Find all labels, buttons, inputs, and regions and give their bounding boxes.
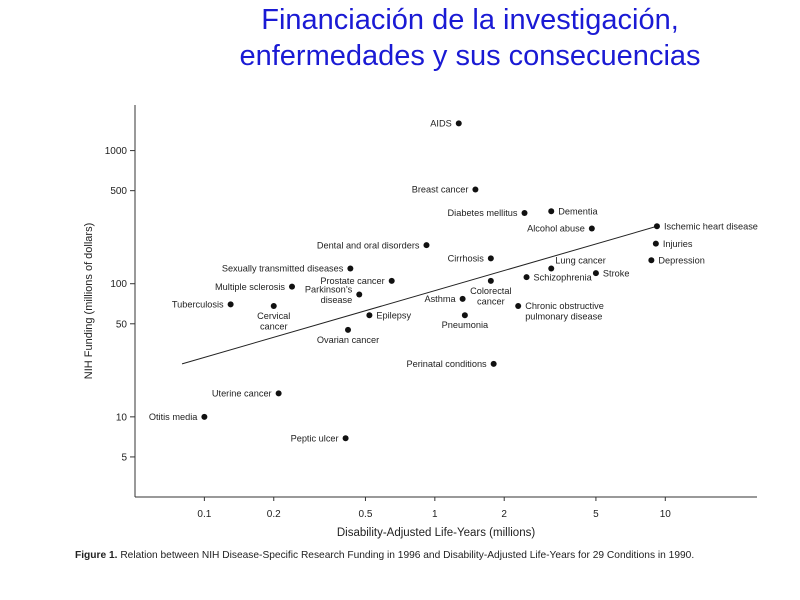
point-label: Epilepsy — [376, 310, 411, 320]
data-point — [201, 413, 208, 420]
slide-title-line-2: enfermedades y sus consecuencias — [239, 40, 701, 72]
data-point — [345, 326, 352, 333]
x-axis-label: Disability-Adjusted Life-Years (millions… — [337, 527, 536, 539]
data-point — [588, 225, 595, 232]
data-point — [515, 303, 522, 310]
point-label: Injuries — [663, 239, 693, 249]
point-label: cancer — [477, 296, 505, 306]
point-label: Parkinson’s — [305, 284, 353, 294]
data-point — [356, 291, 363, 298]
point-label: Stroke — [603, 268, 630, 278]
data-point — [472, 186, 479, 193]
point-label: Breast cancer — [412, 185, 469, 195]
point-label: Chronic obstructive — [525, 301, 604, 311]
x-tick-label: 0.5 — [359, 509, 373, 520]
data-point — [548, 265, 555, 272]
data-point — [648, 257, 655, 264]
point-label: Dementia — [558, 206, 598, 216]
data-point — [347, 265, 354, 272]
point-label: Schizophrenia — [534, 272, 593, 282]
point-label: Colorectal — [470, 286, 511, 296]
data-point — [342, 435, 349, 442]
point-label: Otitis media — [149, 412, 198, 422]
figure-caption: Figure 1. Relation between NIH Disease-S… — [75, 549, 759, 563]
y-tick-label: 50 — [116, 319, 128, 330]
point-label: Diabetes mellitus — [448, 208, 518, 218]
x-tick-label: 2 — [501, 509, 507, 520]
slide-title: Financiación de la investigación, enferm… — [150, 2, 790, 74]
data-point — [592, 270, 599, 277]
data-point — [455, 120, 462, 127]
point-label: Sexually transmitted diseases — [222, 264, 344, 274]
y-tick-label: 5 — [121, 452, 127, 463]
point-label: Alcohol abuse — [527, 224, 585, 234]
y-tick-label: 100 — [110, 279, 127, 290]
data-point — [490, 360, 497, 367]
point-label: Dental and oral disorders — [317, 240, 420, 250]
data-point — [459, 295, 466, 302]
point-label: disease — [321, 295, 353, 305]
point-label: Peptic ulcer — [291, 434, 339, 444]
data-point — [275, 390, 282, 397]
data-point — [366, 312, 373, 319]
data-point — [487, 277, 494, 284]
point-label: Uterine cancer — [212, 389, 272, 399]
y-tick-label: 1000 — [105, 146, 128, 157]
point-label: Pneumonia — [442, 320, 489, 330]
x-tick-label: 1 — [432, 509, 438, 520]
point-label: pulmonary disease — [525, 312, 602, 322]
data-point — [652, 240, 659, 247]
data-point — [388, 277, 395, 284]
data-point — [227, 301, 234, 308]
point-label: Perinatal conditions — [406, 359, 487, 369]
point-label: Multiple sclerosis — [215, 282, 285, 292]
x-tick-label: 10 — [660, 509, 672, 520]
y-tick-label: 500 — [110, 186, 127, 197]
point-label: AIDS — [430, 119, 451, 129]
point-label: Ischemic heart disease — [664, 221, 758, 231]
data-point — [423, 242, 430, 249]
trend-line — [181, 225, 658, 365]
data-point — [461, 312, 468, 319]
point-label: Ovarian cancer — [317, 335, 379, 345]
point-label: Asthma — [424, 294, 456, 304]
data-point — [487, 255, 494, 262]
point-label: Prostate cancer — [320, 276, 384, 286]
data-point — [523, 274, 530, 281]
data-point — [548, 208, 555, 215]
slide-title-line-1: Financiación de la investigación, — [261, 4, 679, 36]
data-point — [288, 283, 295, 290]
x-tick-label: 0.2 — [267, 509, 281, 520]
data-point — [270, 303, 277, 310]
figure-caption-label: Figure 1. — [75, 550, 118, 561]
figure-caption-text: Relation between NIH Disease-Specific Re… — [120, 550, 695, 561]
point-label: Tuberculosis — [172, 300, 224, 310]
data-point — [653, 223, 660, 230]
x-tick-label: 5 — [593, 509, 599, 520]
point-label: cancer — [260, 322, 288, 332]
point-label: Cirrhosis — [448, 254, 485, 264]
point-label: Depression — [658, 255, 704, 265]
point-label: Cervical — [257, 311, 290, 321]
y-axis-label: NIH Funding (millions of dollars) — [83, 223, 95, 380]
point-label: Lung cancer — [555, 256, 606, 266]
data-point — [521, 209, 528, 216]
x-tick-label: 0.1 — [197, 509, 211, 520]
y-tick-label: 10 — [116, 412, 128, 423]
